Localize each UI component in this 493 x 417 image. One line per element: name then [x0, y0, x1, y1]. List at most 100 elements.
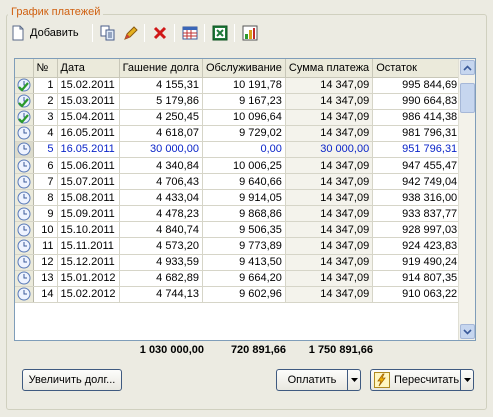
table-row[interactable]: 4 16.05.2011 4 618,07 9 729,02 14 347,09 981 … — [15, 125, 462, 142]
cell-number[interactable]: 4 — [33, 125, 58, 142]
cell-payment[interactable]: 14 347,09 — [285, 173, 374, 191]
cell-number[interactable]: 12 — [33, 254, 58, 271]
table-row[interactable]: 1 15.02.2011 4 155,31 10 191,78 14 347,09 995… — [15, 77, 462, 94]
cell-balance[interactable]: 910 063,22 — [372, 286, 462, 303]
cell-principal[interactable]: 4 573,20 — [119, 237, 203, 255]
cell-date[interactable]: 15.12.2011 — [57, 254, 120, 271]
cell-payment[interactable]: 14 347,09 — [285, 93, 374, 110]
cell-date[interactable]: 15.02.2012 — [57, 286, 120, 303]
cell-payment[interactable]: 14 347,09 — [285, 189, 374, 207]
cell-service[interactable]: 9 773,89 — [202, 237, 286, 255]
cell-principal[interactable]: 4 155,31 — [119, 77, 203, 94]
cell-balance[interactable]: 990 664,83 — [372, 93, 462, 110]
cell-principal[interactable]: 4 340,84 — [119, 157, 203, 175]
scroll-up-button[interactable] — [460, 60, 475, 75]
cell-payment[interactable]: 14 347,09 — [285, 254, 374, 271]
table-row[interactable]: 2 15.03.2011 5 179,86 9 167,23 14 347,09 990 … — [15, 93, 462, 110]
cell-payment[interactable]: 14 347,09 — [285, 109, 374, 126]
copy-button[interactable] — [100, 22, 116, 44]
cell-service[interactable]: 9 602,96 — [202, 286, 286, 303]
pay-dropdown-arrow[interactable] — [347, 369, 361, 391]
calendar-grid-button[interactable] — [182, 22, 198, 44]
cell-service[interactable]: 9 914,05 — [202, 189, 286, 207]
cell-payment[interactable]: 14 347,09 — [285, 270, 374, 287]
chart-button[interactable] — [242, 22, 258, 44]
cell-number[interactable]: 8 — [33, 189, 58, 207]
increase-debt-button[interactable]: Увеличить долг... — [22, 369, 122, 391]
table-row[interactable]: 8 15.08.2011 4 433,04 9 914,05 14 347,09 938 … — [15, 189, 462, 207]
table-row[interactable]: 7 15.07.2011 4 706,43 9 640,66 14 347,09 942 … — [15, 173, 462, 191]
cell-date[interactable]: 15.10.2011 — [57, 221, 120, 239]
cell-date[interactable]: 15.01.2012 — [57, 270, 120, 287]
cell-service[interactable]: 9 167,23 — [202, 93, 286, 110]
table-row[interactable]: 9 15.09.2011 4 478,23 9 868,86 14 347,09 933 … — [15, 205, 462, 223]
cell-payment[interactable]: 14 347,09 — [285, 205, 374, 223]
cell-balance[interactable]: 981 796,31 — [372, 125, 462, 142]
cell-number[interactable]: 7 — [33, 173, 58, 191]
recalc-button[interactable]: Пересчитать — [370, 369, 460, 391]
cell-payment[interactable]: 14 347,09 — [285, 221, 374, 239]
cell-payment[interactable]: 14 347,09 — [285, 77, 374, 94]
table-row[interactable]: 3 15.04.2011 4 250,45 10 096,64 14 347,09 986… — [15, 109, 462, 126]
cell-balance[interactable]: 942 749,04 — [372, 173, 462, 191]
recalc-dropdown-arrow[interactable] — [460, 369, 474, 391]
cell-balance[interactable]: 951 796,31 — [372, 141, 462, 158]
cell-balance[interactable]: 924 423,83 — [372, 237, 462, 255]
table-row[interactable]: 6 15.06.2011 4 340,84 10 006,25 14 347,09 947… — [15, 157, 462, 175]
cell-balance[interactable]: 986 414,38 — [372, 109, 462, 126]
cell-number[interactable]: 6 — [33, 157, 58, 175]
cell-payment[interactable]: 30 000,00 — [285, 141, 374, 158]
cell-date[interactable]: 16.05.2011 — [57, 125, 120, 142]
cell-principal[interactable]: 4 840,74 — [119, 221, 203, 239]
cell-payment[interactable]: 14 347,09 — [285, 125, 374, 142]
cell-balance[interactable]: 919 490,24 — [372, 254, 462, 271]
table-row[interactable]: 5 16.05.2011 30 000,00 0,00 30 000,00 951 796… — [15, 141, 462, 158]
cell-principal[interactable]: 5 179,86 — [119, 93, 203, 110]
cell-principal[interactable]: 4 682,89 — [119, 270, 203, 287]
table-row[interactable]: 13 15.01.2012 4 682,89 9 664,20 14 347,09 914… — [15, 270, 462, 287]
cell-principal[interactable]: 4 250,45 — [119, 109, 203, 126]
cell-number[interactable]: 3 — [33, 109, 58, 126]
cell-date[interactable]: 15.07.2011 — [57, 173, 120, 191]
col-header-status[interactable] — [15, 59, 34, 78]
pay-button[interactable]: Оплатить — [276, 369, 347, 391]
cell-service[interactable]: 9 868,86 — [202, 205, 286, 223]
table-row[interactable]: 12 15.12.2011 4 933,59 9 413,50 14 347,09 919… — [15, 254, 462, 271]
cell-principal[interactable]: 4 933,59 — [119, 254, 203, 271]
cell-principal[interactable]: 4 478,23 — [119, 205, 203, 223]
delete-button[interactable] — [152, 22, 168, 44]
cell-service[interactable]: 9 664,20 — [202, 270, 286, 287]
col-header-date[interactable]: Дата — [57, 59, 120, 78]
add-button[interactable]: Добавить — [10, 22, 79, 44]
col-header-service[interactable]: Обслуживание — [202, 59, 286, 78]
cell-balance[interactable]: 938 316,00 — [372, 189, 462, 207]
excel-export-button[interactable] — [212, 22, 228, 44]
scroll-thumb[interactable] — [460, 83, 475, 113]
vertical-scrollbar[interactable] — [458, 59, 475, 340]
cell-balance[interactable]: 947 455,47 — [372, 157, 462, 175]
cell-service[interactable]: 9 413,50 — [202, 254, 286, 271]
cell-balance[interactable]: 914 807,35 — [372, 270, 462, 287]
cell-payment[interactable]: 14 347,09 — [285, 237, 374, 255]
cell-number[interactable]: 1 — [33, 77, 58, 94]
cell-number[interactable]: 14 — [33, 286, 58, 303]
cell-service[interactable]: 9 640,66 — [202, 173, 286, 191]
cell-balance[interactable]: 933 837,77 — [372, 205, 462, 223]
cell-service[interactable]: 9 729,02 — [202, 125, 286, 142]
table-row[interactable]: 14 15.02.2012 4 744,13 9 602,96 14 347,09 910… — [15, 286, 462, 303]
scroll-down-button[interactable] — [460, 324, 475, 339]
cell-date[interactable]: 16.05.2011 — [57, 141, 120, 158]
cell-service[interactable]: 10 096,64 — [202, 109, 286, 126]
edit-button[interactable] — [122, 22, 138, 44]
cell-principal[interactable]: 4 744,13 — [119, 286, 203, 303]
cell-service[interactable]: 0,00 — [202, 141, 286, 158]
cell-date[interactable]: 15.04.2011 — [57, 109, 120, 126]
cell-number[interactable]: 9 — [33, 205, 58, 223]
cell-principal[interactable]: 30 000,00 — [119, 141, 203, 158]
cell-date[interactable]: 15.09.2011 — [57, 205, 120, 223]
table-row[interactable]: 11 15.11.2011 4 573,20 9 773,89 14 347,09 924… — [15, 237, 462, 255]
cell-number[interactable]: 2 — [33, 93, 58, 110]
cell-principal[interactable]: 4 618,07 — [119, 125, 203, 142]
cell-principal[interactable]: 4 706,43 — [119, 173, 203, 191]
col-header-balance[interactable]: Остаток — [372, 59, 462, 78]
